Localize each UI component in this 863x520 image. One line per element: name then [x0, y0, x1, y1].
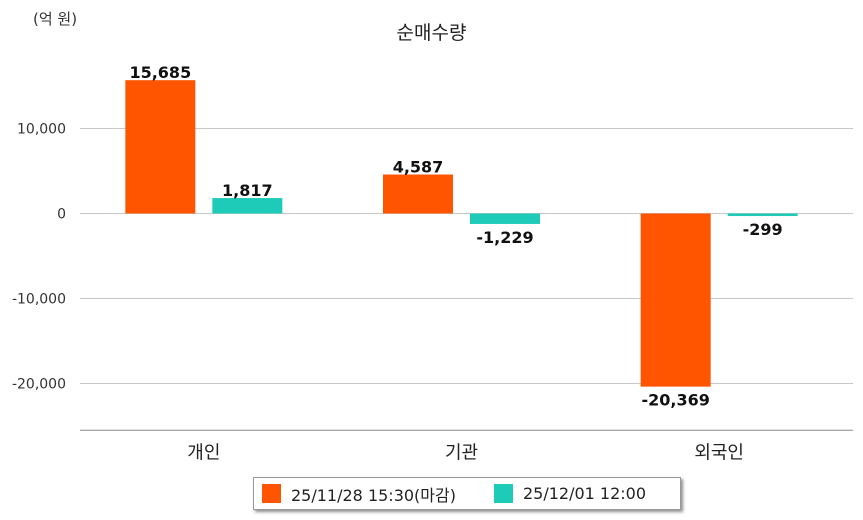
- legend-label-series-2: 25/12/01 12:00: [522, 484, 647, 503]
- data-label: 15,685: [129, 63, 191, 82]
- legend-swatch-series-2: [493, 484, 513, 503]
- bar: [727, 213, 798, 217]
- y-tick-label: 0: [57, 207, 66, 223]
- data-label: -1,229: [476, 228, 533, 247]
- data-label: -299: [743, 220, 783, 239]
- legend-swatch-series-1: [262, 484, 281, 503]
- y-tick-label: -10,000: [12, 292, 66, 308]
- data-label: -20,369: [641, 391, 709, 410]
- legend-item-series-2[interactable]: 25/12/01 12:00: [493, 484, 647, 503]
- data-label: 1,817: [222, 181, 273, 200]
- y-tick-label: 10,000: [17, 122, 66, 138]
- x-tick-label: 기관: [445, 442, 478, 463]
- bar: [383, 174, 453, 214]
- data-label: 4,587: [393, 158, 444, 177]
- bar: [125, 80, 196, 214]
- x-tick-label: 개인: [187, 442, 220, 463]
- unit-label: (억 원): [33, 10, 78, 28]
- bar: [640, 213, 711, 387]
- plot-area: 10,000 0 -10,000 -20,000 개인 15,685 1,817 기관 4,58…: [12, 63, 853, 463]
- chart-title: 순매수량: [396, 22, 467, 44]
- bar: [212, 198, 283, 214]
- legend: 25/11/28 15:30(마감) 25/12/01 12:00: [253, 477, 681, 510]
- bar: [470, 213, 540, 224]
- legend-label-series-1: 25/11/28 15:30(마감): [291, 485, 456, 505]
- x-tick-label: 외국인: [694, 442, 744, 463]
- y-tick-label: -20,000: [12, 377, 66, 393]
- legend-item-series-1[interactable]: 25/11/28 15:30(마감): [262, 482, 456, 506]
